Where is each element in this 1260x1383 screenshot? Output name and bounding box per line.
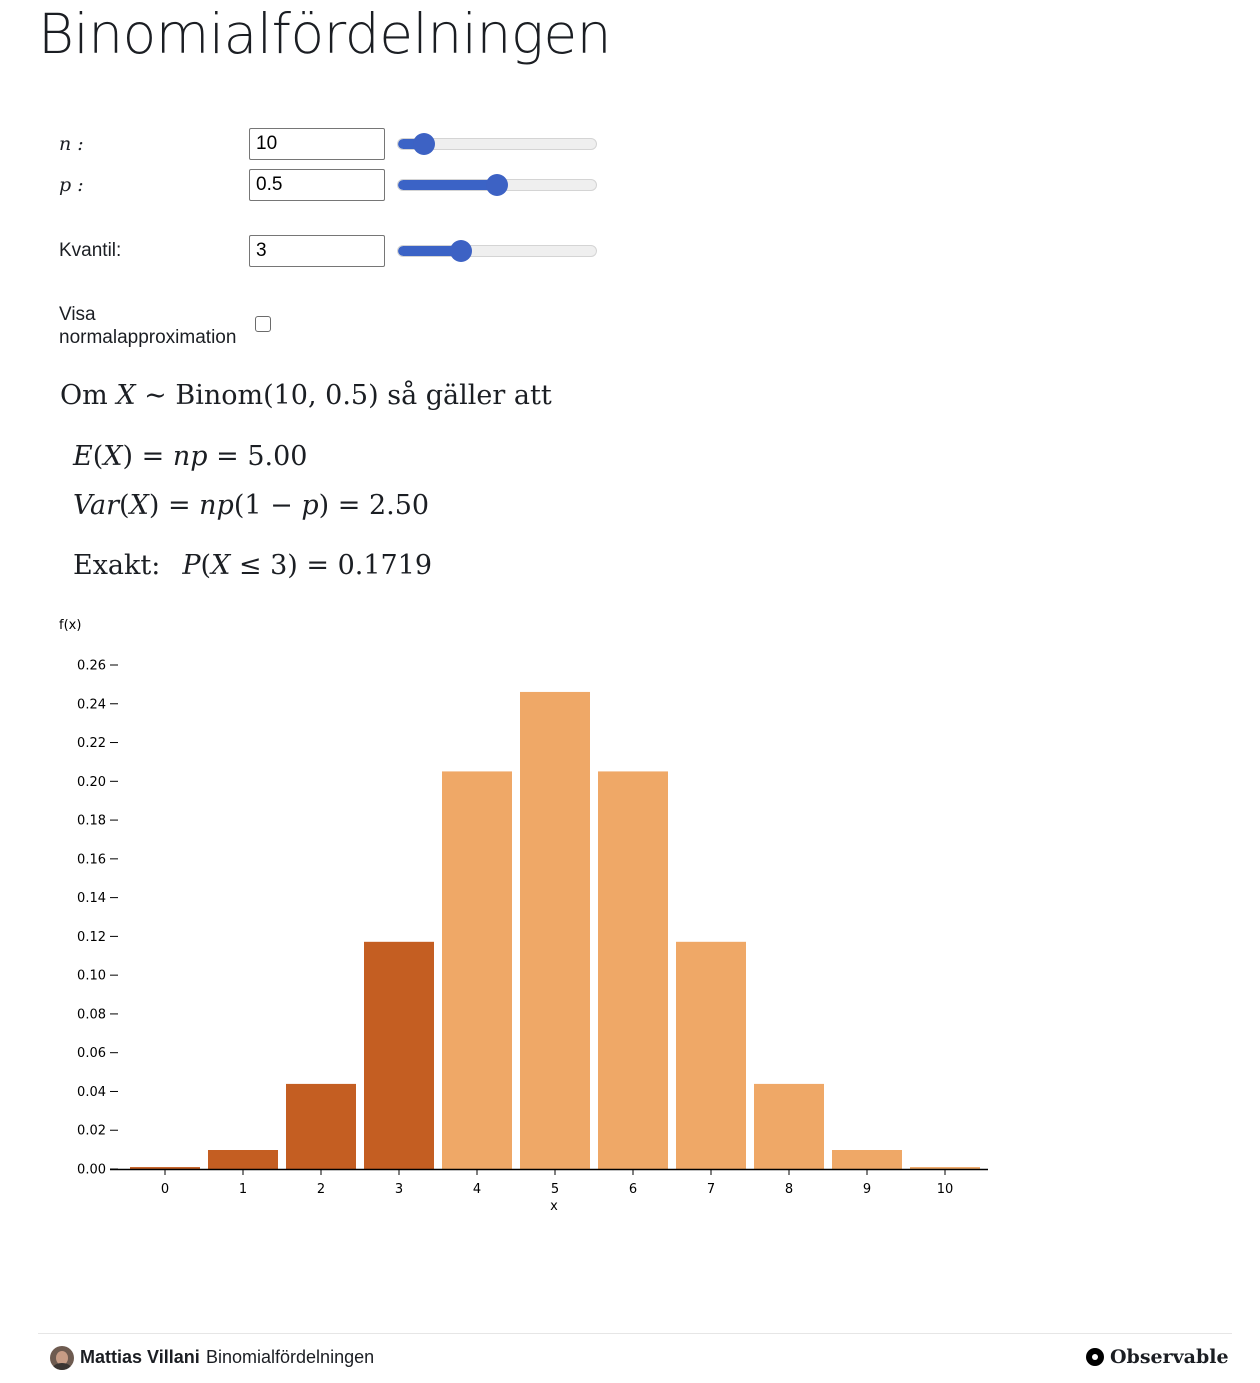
bar-5 bbox=[520, 691, 590, 1169]
y-tick-label: 0.06 bbox=[77, 1046, 106, 1061]
normal-approx-checkbox[interactable] bbox=[255, 316, 271, 332]
x-tick-label: 2 bbox=[317, 1182, 325, 1197]
x-tick-label: 0 bbox=[161, 1182, 169, 1197]
y-tick-label: 0.20 bbox=[77, 775, 106, 790]
math-expectation: E(X) = np = 5.00 bbox=[73, 441, 307, 472]
observable-icon bbox=[1086, 1348, 1104, 1366]
p-slider-thumb[interactable] bbox=[486, 174, 508, 196]
page-title: Binomialfördelningen bbox=[38, 2, 612, 66]
bar-4 bbox=[442, 771, 512, 1169]
p-input[interactable] bbox=[249, 169, 385, 201]
y-tick-label: 0.26 bbox=[77, 659, 106, 674]
n-slider-track[interactable] bbox=[397, 138, 597, 150]
math-e-x: X bbox=[103, 441, 123, 472]
bar-3 bbox=[364, 941, 434, 1169]
bar-0 bbox=[130, 1167, 200, 1169]
bar-6 bbox=[598, 771, 668, 1169]
math-var-open: ( bbox=[119, 490, 130, 521]
kvantil-slider-thumb[interactable] bbox=[450, 240, 473, 262]
y-tick-label: 0.16 bbox=[77, 852, 106, 867]
math-e-value: 5.00 bbox=[247, 441, 308, 472]
y-tick-label: 0.24 bbox=[77, 697, 106, 712]
x-tick-label: 3 bbox=[395, 1182, 403, 1197]
p-label: p : bbox=[59, 174, 84, 196]
y-tick-label: 0.12 bbox=[77, 930, 106, 945]
math-exact: Exakt: P(X ≤ 3) = 0.1719 bbox=[73, 550, 432, 581]
math-exact-value: 0.1719 bbox=[337, 550, 433, 581]
x-tick-label: 1 bbox=[239, 1182, 247, 1197]
x-axis-label: x bbox=[550, 1199, 558, 1214]
y-tick-label: 0.02 bbox=[77, 1124, 106, 1139]
x-tick-label: 6 bbox=[629, 1182, 637, 1197]
bar-7 bbox=[676, 941, 746, 1169]
bar-1 bbox=[208, 1150, 278, 1169]
math-intro-x: X bbox=[116, 380, 136, 411]
math-e-eq1: = bbox=[133, 441, 173, 472]
y-tick-label: 0.10 bbox=[77, 969, 106, 984]
binomial-chart: f(x) 0.00 0.02 0.04 0.06 0.08 0.10 0.12 0.14 0.16… bbox=[59, 618, 988, 1214]
math-var-value: 2.50 bbox=[368, 490, 430, 521]
footer-divider bbox=[38, 1333, 1232, 1334]
author-avatar[interactable] bbox=[50, 1346, 74, 1370]
bar-8 bbox=[754, 1083, 824, 1169]
math-e-np: np bbox=[172, 441, 208, 472]
math-exact-eq: = bbox=[297, 550, 338, 581]
normal-approx-label-line2: normalapproximation bbox=[59, 327, 237, 348]
author-name[interactable]: Mattias Villani bbox=[80, 1347, 200, 1367]
math-e-eq2: = bbox=[207, 441, 248, 472]
math-var-close2: ) bbox=[318, 490, 330, 521]
math-exact-le: ≤ 3) bbox=[230, 550, 298, 581]
math-intro-om: Om bbox=[60, 380, 108, 411]
math-exact-x: X bbox=[211, 550, 231, 581]
math-var: Var bbox=[73, 490, 120, 521]
math-exact-open: ( bbox=[200, 550, 212, 581]
math-var-p: p bbox=[301, 490, 319, 521]
normal-approx-label-line1: Visa bbox=[59, 304, 96, 325]
normal-approx-label: Visa normalapproximation bbox=[59, 303, 249, 349]
n-slider-thumb[interactable] bbox=[413, 133, 436, 155]
footer-notebook-title[interactable]: Binomialfördelningen bbox=[206, 1347, 375, 1367]
math-var-eq1: = bbox=[159, 490, 200, 521]
y-axis-label: f(x) bbox=[59, 618, 81, 633]
y-tick-label: 0.08 bbox=[77, 1007, 106, 1022]
x-tick-label: 5 bbox=[551, 1182, 559, 1197]
math-intro-sim: ∼ bbox=[135, 380, 176, 411]
math-e-open: ( bbox=[92, 441, 104, 472]
math-var-paren: (1 − bbox=[233, 490, 302, 521]
kvantil-label: Kvantil: bbox=[59, 240, 122, 261]
math-e: E bbox=[73, 441, 93, 472]
kvantil-slider-track[interactable] bbox=[397, 245, 597, 257]
x-tick-label: 10 bbox=[937, 1182, 954, 1197]
kvantil-input[interactable] bbox=[249, 235, 385, 267]
math-var-close: ) bbox=[148, 490, 160, 521]
p-slider-fill bbox=[398, 180, 498, 190]
math-intro: Om X ∼ Binom(10, 0.5) så gäller att bbox=[60, 380, 552, 411]
math-var-eq2: = bbox=[329, 490, 369, 521]
observable-brand-text: Observable bbox=[1110, 1346, 1229, 1368]
math-var-x: X bbox=[129, 490, 149, 521]
math-exact-label: Exakt: bbox=[73, 550, 161, 581]
math-intro-binom: Binom(10, 0.5) bbox=[175, 380, 379, 411]
x-tick-label: 4 bbox=[473, 1182, 481, 1197]
math-intro-rest: så gäller att bbox=[378, 380, 552, 411]
y-tick-label: 0.18 bbox=[77, 814, 106, 829]
x-tick-label: 8 bbox=[785, 1182, 793, 1197]
math-exact-p: P bbox=[182, 550, 201, 581]
x-tick-label: 7 bbox=[707, 1182, 715, 1197]
bar-10 bbox=[910, 1167, 980, 1169]
kvantil-slider-fill bbox=[398, 246, 463, 256]
y-tick-label: 0.14 bbox=[77, 891, 106, 906]
n-input[interactable] bbox=[249, 128, 385, 160]
y-tick-label: 0.04 bbox=[77, 1085, 106, 1100]
n-label: n : bbox=[59, 133, 84, 155]
n-slider-fill bbox=[398, 139, 426, 149]
bar-9 bbox=[832, 1150, 902, 1169]
y-tick-label: 0.22 bbox=[77, 736, 106, 751]
math-e-close: ) bbox=[122, 441, 134, 472]
math-var-np: np bbox=[199, 490, 234, 521]
math-variance: Var(X) = np(1 − p) = 2.50 bbox=[73, 490, 429, 521]
x-tick-label: 9 bbox=[863, 1182, 871, 1197]
y-tick-label: 0.00 bbox=[77, 1163, 106, 1178]
bar-2 bbox=[286, 1083, 356, 1169]
